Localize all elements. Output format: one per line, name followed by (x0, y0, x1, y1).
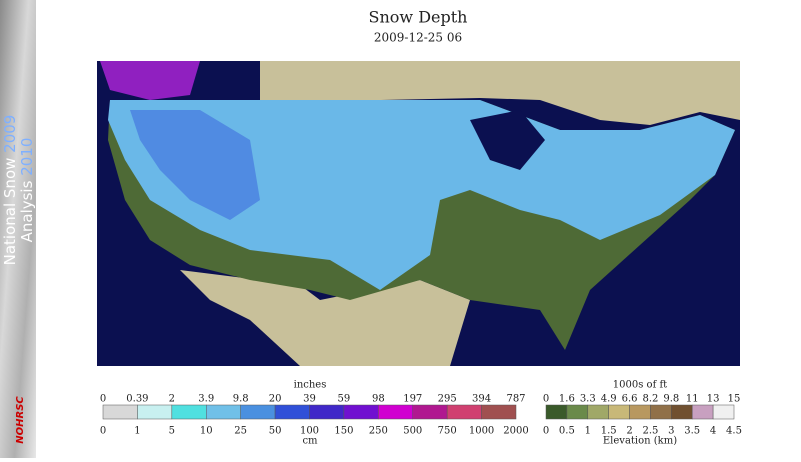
legend-label: 4.9 (601, 394, 617, 405)
legend-swatch (608, 404, 630, 420)
legend-label: 9.8 (663, 394, 679, 405)
snow-deep (130, 110, 260, 220)
legend-label: 2000 (503, 426, 528, 437)
legend-label: 4.5 (726, 426, 742, 437)
legend-label: 4 (710, 426, 716, 437)
legend-label: 197 (403, 394, 422, 405)
legend-label: 1.5 (601, 426, 617, 437)
legend-label: 0 (543, 394, 549, 405)
legend-label: 13 (707, 394, 720, 405)
legend-swatch (587, 404, 609, 420)
banner (0, 0, 36, 458)
legend-unit: cm (302, 436, 318, 447)
svg-text:National Snow 2009: National Snow 2009 (1, 115, 19, 266)
map (97, 61, 740, 366)
legend-label: 98 (372, 394, 385, 405)
legend-swatch (691, 404, 714, 420)
legend-label: 2 (626, 426, 632, 437)
banner-text: National Snow 2009 Analysis 2010 (1, 115, 36, 266)
legend-label: 10 (200, 426, 213, 437)
legends: inches cm 1000s of ft Elevation (km) 0 0.… (100, 380, 742, 447)
legend-label: 295 (438, 394, 457, 405)
legend-swatch (343, 404, 379, 420)
legend-label: 1 (585, 426, 591, 437)
legend-label: 5 (169, 426, 175, 437)
legend-label: 11 (686, 394, 699, 405)
legend-swatch (650, 404, 672, 420)
legend-swatch (206, 404, 241, 420)
legend-label: 2.5 (642, 426, 658, 437)
legend-swatch (274, 404, 310, 420)
legend-label: 0 (543, 426, 549, 437)
legend-label: 25 (234, 426, 247, 437)
banner-year: 2009 (1, 115, 19, 153)
legend-swatch (102, 404, 138, 420)
legend-label: 250 (369, 426, 388, 437)
legend-label: 3 (668, 426, 674, 437)
legend-swatch (671, 404, 693, 420)
legend-label: 3.5 (684, 426, 700, 437)
legend-unit: Elevation (km) (603, 436, 677, 447)
logo: NOHRSC (15, 396, 26, 444)
legend-swatch (481, 404, 517, 420)
legend-label: 6.6 (622, 394, 638, 405)
title: Snow Depth (369, 8, 468, 27)
legend-label: 1 (134, 426, 140, 437)
legend-label: 39 (303, 394, 316, 405)
legend-swatch (446, 404, 482, 420)
date: 2009-12-25 06 (374, 31, 462, 45)
legend-label: 50 (269, 426, 282, 437)
banner-line: National Snow (1, 158, 19, 266)
legend-label: 0 (100, 426, 106, 437)
legend-swatch (412, 404, 448, 420)
legend-swatch (240, 404, 276, 420)
legend-unit: 1000s of ft (613, 380, 667, 391)
legend-label: 0.39 (126, 394, 148, 405)
legend-swatch (566, 404, 589, 420)
snow-cover (108, 100, 735, 290)
legend-label: 0.5 (559, 426, 575, 437)
legend-label: 2 (169, 394, 175, 405)
banner-line: Analysis (18, 180, 36, 242)
legend-label: 59 (338, 394, 351, 405)
great-lakes (470, 110, 545, 170)
legend-swatch (137, 404, 173, 420)
legend-label: 9.8 (233, 394, 249, 405)
legend-label: 100 (300, 426, 319, 437)
legend-label: 150 (334, 426, 353, 437)
legend-label: 750 (438, 426, 457, 437)
legend-swatch (629, 404, 651, 420)
legend-label: 787 (506, 394, 525, 405)
legend-label: 20 (269, 394, 282, 405)
legend-unit: inches (294, 380, 327, 391)
legend-swatch (712, 404, 735, 420)
legend-label: 3.9 (198, 394, 214, 405)
mexico (180, 270, 470, 366)
legend-label: 394 (472, 394, 491, 405)
legend-label: 500 (403, 426, 422, 437)
legend-swatch (309, 404, 345, 420)
legend-swatch (545, 404, 568, 420)
legend-label: 8.2 (642, 394, 658, 405)
svg-text:Analysis 2010: Analysis 2010 (18, 138, 36, 243)
legend-swatch (378, 404, 414, 420)
legend-label: 3.3 (580, 394, 596, 405)
legend-label: 1000 (469, 426, 494, 437)
legend-label: 0 (100, 394, 106, 405)
legend-label: 15 (728, 394, 741, 405)
banner-year: 2010 (18, 138, 36, 176)
legend-swatch (171, 404, 207, 420)
snow-deepest (100, 61, 200, 100)
legend-label: 1.6 (559, 394, 575, 405)
canada (260, 61, 740, 125)
